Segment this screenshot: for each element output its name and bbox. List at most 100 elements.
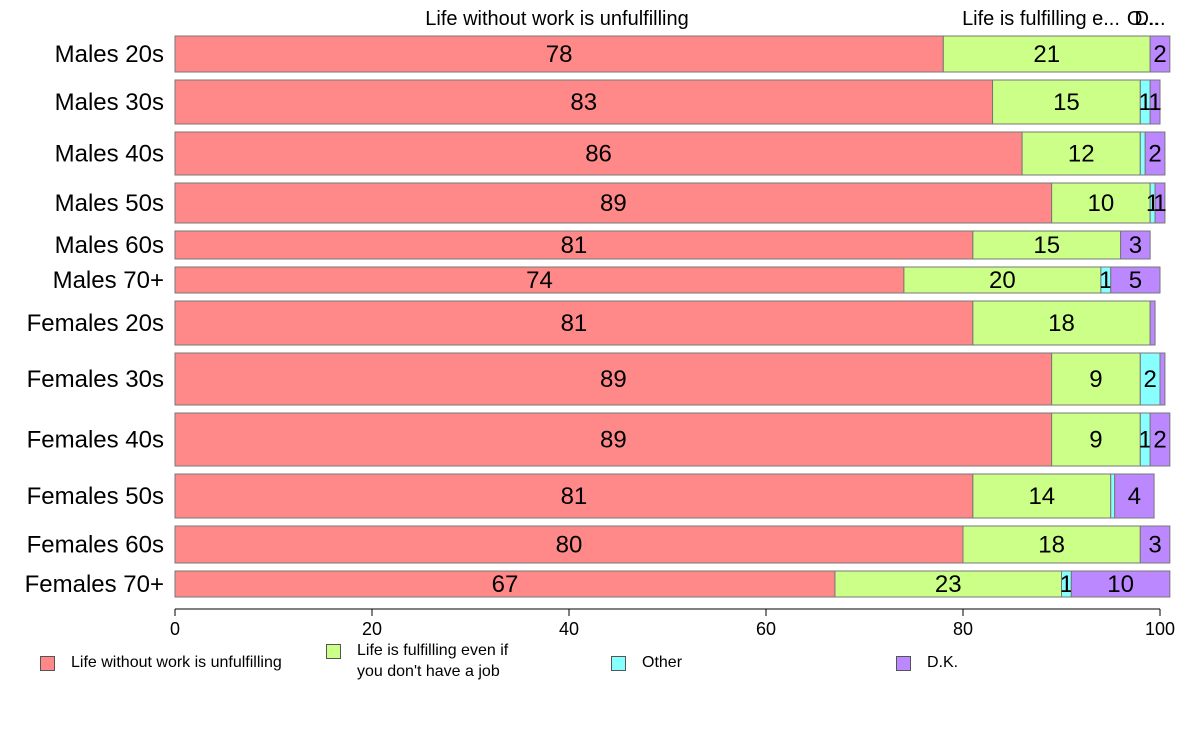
category-label-males-20s: Males 20s <box>55 41 164 68</box>
data-label-females-50s-4: 4 <box>1128 483 1141 510</box>
bar-segment-males-60s-1 <box>174 230 974 260</box>
legend-label-other: Other <box>642 654 683 671</box>
legend-swatch-dk <box>896 656 911 671</box>
data-label-females-70-2: 23 <box>935 571 962 598</box>
category-label-males-70: Males 70+ <box>53 267 164 294</box>
data-label-males-70-4: 5 <box>1129 267 1142 294</box>
data-label-males-70-2: 20 <box>989 267 1016 294</box>
bar-segment-males-50s-2 <box>1051 182 1151 224</box>
category-label-males-30s: Males 30s <box>55 89 164 116</box>
data-label-males-20s-2: 21 <box>1033 41 1060 68</box>
bar-segment-males-70-2 <box>903 266 1102 294</box>
bar-segment-males-60s-4 <box>1120 230 1151 260</box>
bar-segment-males-50s-4 <box>1154 182 1166 224</box>
data-label-females-60s-1: 80 <box>556 532 583 559</box>
data-label-females-30s-1: 89 <box>600 366 627 393</box>
bar-segment-females-20s-2 <box>972 300 1151 346</box>
category-label-males-60s: Males 60s <box>55 232 164 259</box>
data-label-males-20s-4: 2 <box>1153 41 1166 68</box>
data-label-females-30s-3: 2 <box>1143 366 1156 393</box>
legend-item-fulfilling: Life is fulfilling even if you don't hav… <box>326 640 508 682</box>
data-label-females-50s-1: 81 <box>561 483 588 510</box>
x-tick-label-60: 60 <box>756 619 776 639</box>
data-label-males-50s-2: 10 <box>1088 190 1115 217</box>
data-label-males-60s-2: 15 <box>1033 232 1060 259</box>
stacked-bar-chart: Life without work is unfulfilling Life i… <box>25 8 1175 639</box>
data-label-males-30s-1: 83 <box>570 89 597 116</box>
top-label-series-4: D... <box>1134 8 1165 30</box>
legend-swatch-unfulfilling <box>40 656 55 671</box>
top-label-series-1: Life without work is unfulfilling <box>425 8 688 30</box>
legend-label-unfulfilling: Life without work is unfulfilling <box>71 654 282 671</box>
data-label-females-40s-3: 1 <box>1139 427 1152 454</box>
top-labels: Life without work is unfulfilling Life i… <box>425 8 1165 30</box>
bar-segment-females-50s-2 <box>972 473 1112 519</box>
data-label-males-40s-1: 86 <box>585 141 612 168</box>
data-label-males-50s-1: 89 <box>600 190 627 217</box>
data-label-females-70-3: 1 <box>1060 571 1073 598</box>
top-label-series-2: Life is fulfilling e... <box>962 8 1120 30</box>
x-axis: 0 20 40 60 80 100 <box>170 608 1175 639</box>
bar-segment-females-60s-4 <box>1139 525 1171 564</box>
data-label-females-20s-2: 18 <box>1048 310 1075 337</box>
bar-segment-females-50s-4 <box>1114 473 1155 519</box>
bar-segment-females-60s-1 <box>174 525 964 564</box>
bar-segment-females-40s-1 <box>174 412 1053 467</box>
category-label-females-50s: Females 50s <box>27 483 164 510</box>
bar-segment-males-30s-2 <box>992 79 1141 125</box>
top-label-series-3: O... <box>1127 8 1159 30</box>
bar-segment-females-50s-3 <box>1110 473 1116 519</box>
bar-segment-females-70-1 <box>174 570 836 598</box>
legend-swatch-other <box>611 656 626 671</box>
bar-segment-females-30s-2 <box>1051 352 1141 406</box>
bar-segment-males-70-4 <box>1110 266 1161 294</box>
data-label-males-30s-3: 1 <box>1139 89 1152 116</box>
category-label-females-60s: Females 60s <box>27 532 164 559</box>
category-labels: Males 20s Males 30s Males 40s Males 50s Male… <box>25 41 164 598</box>
category-label-females-20s: Females 20s <box>27 310 164 337</box>
bar-segment-males-30s-1 <box>174 79 994 125</box>
x-tick-label-40: 40 <box>559 619 579 639</box>
data-label-males-20s-1: 78 <box>546 41 573 68</box>
data-label-males-40s-2: 12 <box>1068 141 1095 168</box>
data-label-females-50s-2: 14 <box>1028 483 1055 510</box>
data-label-males-40s-4: 2 <box>1148 141 1161 168</box>
data-label-females-70-1: 67 <box>492 571 519 598</box>
category-label-females-40s: Females 40s <box>27 427 164 454</box>
category-label-females-30s: Females 30s <box>27 366 164 393</box>
data-label-females-40s-1: 89 <box>600 427 627 454</box>
data-label-males-30s-2: 15 <box>1053 89 1080 116</box>
data-label-females-30s-2: 9 <box>1089 366 1102 393</box>
bar-segment-females-30s-1 <box>174 352 1053 406</box>
legend-label-fulfilling: Life is fulfilling even if you don't hav… <box>357 642 509 680</box>
x-tick-label-0: 0 <box>170 619 180 639</box>
data-label-females-60s-2: 18 <box>1038 532 1065 559</box>
category-label-males-50s: Males 50s <box>55 190 164 217</box>
legend: Life without work is unfulfilling Life i… <box>0 640 1188 690</box>
x-tick-label-100: 100 <box>1145 619 1175 639</box>
bar-segment-males-30s-4 <box>1149 79 1161 125</box>
bar-segment-males-50s-1 <box>174 182 1053 224</box>
legend-swatch-fulfilling <box>326 644 341 659</box>
bar-segment-females-20s-1 <box>174 300 974 346</box>
data-label-males-50s-4: 1 <box>1153 190 1166 217</box>
bar-segment-males-20s-2 <box>942 35 1151 73</box>
bar-segment-females-70-2 <box>834 570 1063 598</box>
data-label-males-70-1: 74 <box>526 267 553 294</box>
data-label-males-60s-4: 3 <box>1129 232 1142 259</box>
category-label-males-40s: Males 40s <box>55 141 164 168</box>
data-label-females-40s-2: 9 <box>1089 427 1102 454</box>
data-label-males-30s-4: 1 <box>1148 89 1161 116</box>
data-label-males-70-3: 1 <box>1099 267 1112 294</box>
bar-segment-males-20s-4 <box>1149 35 1171 73</box>
bar-segment-females-40s-2 <box>1051 412 1141 467</box>
category-label-females-70: Females 70+ <box>25 571 164 598</box>
bar-segment-males-40s-3 <box>1139 131 1146 176</box>
x-tick-label-80: 80 <box>953 619 973 639</box>
x-tick-label-20: 20 <box>362 619 382 639</box>
data-label-females-40s-4: 2 <box>1153 427 1166 454</box>
legend-item-unfulfilling: Life without work is unfulfilling <box>40 652 282 673</box>
bar-segment-females-70-4 <box>1070 570 1171 598</box>
legend-label-dk: D.K. <box>927 654 959 671</box>
